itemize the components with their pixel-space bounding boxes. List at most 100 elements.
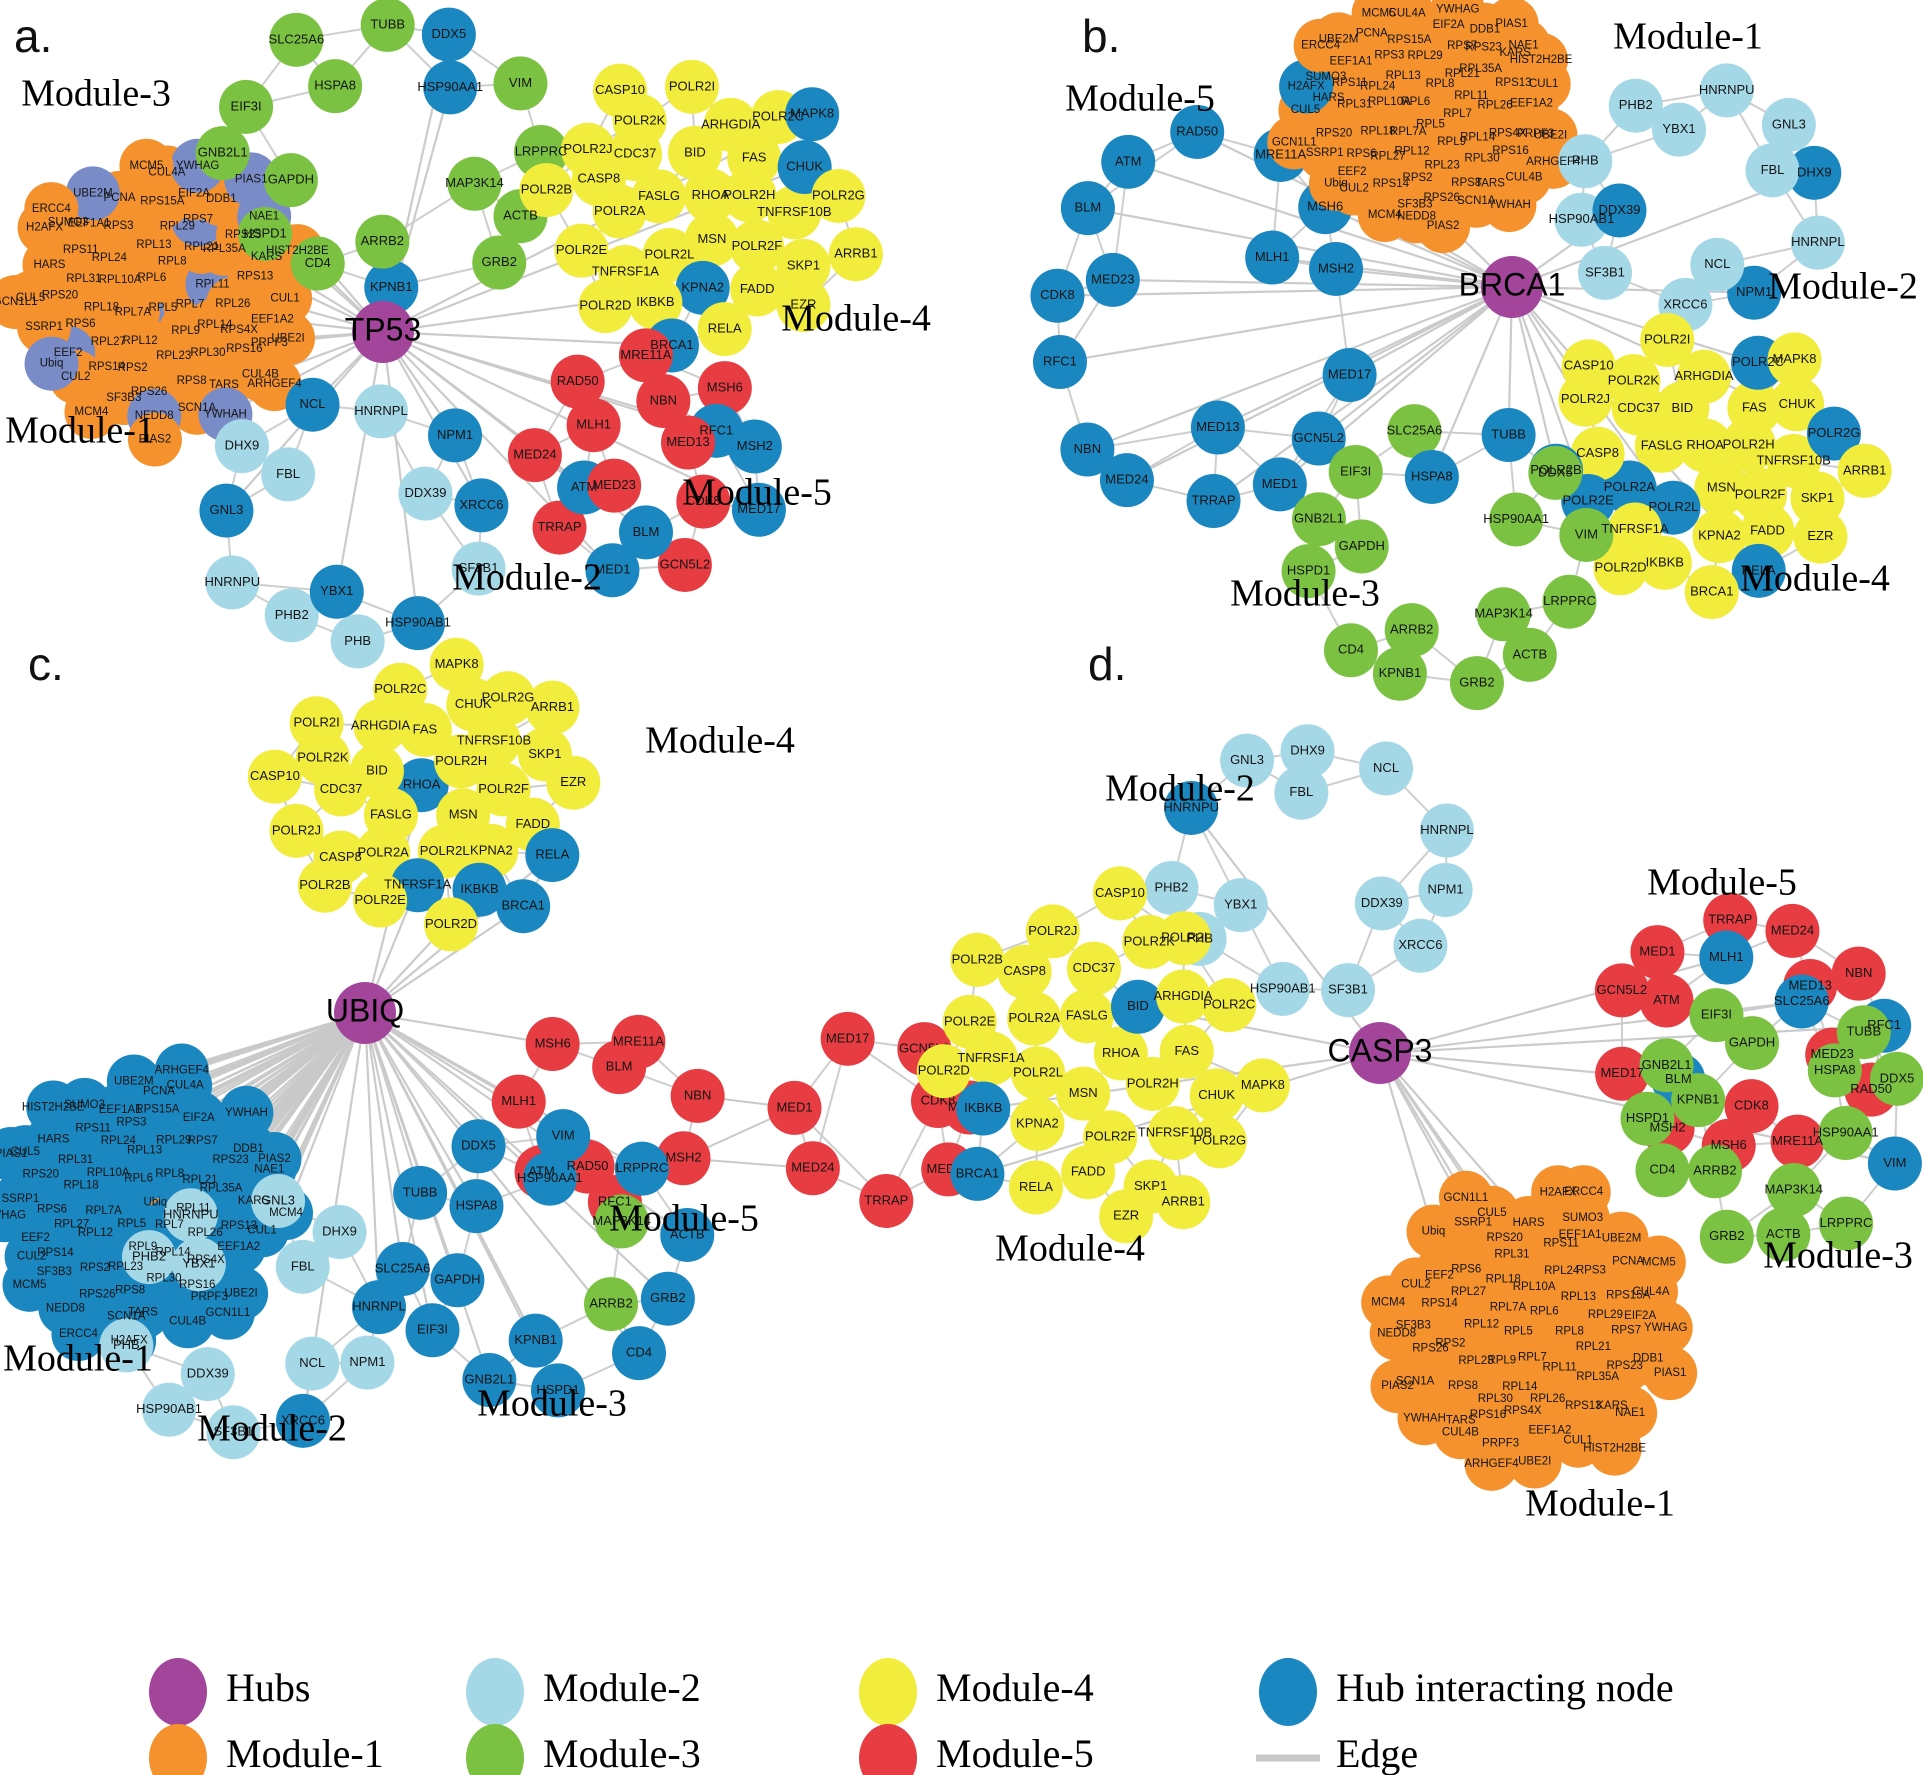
- node-DDX5[interactable]: [421, 7, 476, 62]
- node-HSPD1[interactable]: [530, 1363, 585, 1418]
- node-MCM4[interactable]: [1361, 1275, 1416, 1330]
- node-NBN[interactable]: [670, 1068, 725, 1123]
- node-CHUK[interactable]: [1189, 1068, 1244, 1123]
- node-RFC1[interactable]: [1032, 335, 1087, 390]
- node-MCM5[interactable]: [119, 138, 174, 193]
- node-HNRNPL[interactable]: [353, 384, 408, 439]
- node-POLR2E[interactable]: [942, 994, 997, 1049]
- node-PHB[interactable]: [330, 614, 385, 669]
- node-EZR[interactable]: [1793, 509, 1848, 564]
- node-MED17[interactable]: [731, 482, 786, 537]
- node-ARHGDIA[interactable]: [1156, 969, 1211, 1024]
- node-RELA[interactable]: [1008, 1160, 1063, 1215]
- node-PIAS2[interactable]: [127, 412, 182, 467]
- node-POLR2B[interactable]: [950, 932, 1005, 987]
- node-MAPK8[interactable]: [1767, 332, 1822, 387]
- node-NBN[interactable]: [1060, 422, 1115, 477]
- node-EZR[interactable]: [776, 277, 831, 332]
- node-LRPPRC[interactable]: [1819, 1196, 1874, 1251]
- node-MAP3K14[interactable]: [594, 1194, 649, 1249]
- node-NPM1[interactable]: [1418, 863, 1473, 918]
- node-FBL[interactable]: [275, 1239, 330, 1294]
- node-PHB2[interactable]: [1144, 860, 1199, 915]
- node-ARRB1[interactable]: [1156, 1175, 1211, 1230]
- node-MCM5[interactable]: [1351, 0, 1406, 41]
- node-POLR2I[interactable]: [1640, 312, 1695, 367]
- node-POLR2C[interactable]: [1202, 978, 1257, 1033]
- node-BRCA1[interactable]: [950, 1146, 1005, 1201]
- node-IKBKB[interactable]: [628, 275, 683, 330]
- node-Ubiq[interactable]: [24, 336, 79, 391]
- node-SLC25A6[interactable]: [269, 12, 324, 67]
- node-GCN1L1[interactable]: [1267, 115, 1322, 170]
- node-DDX5[interactable]: [451, 1119, 506, 1174]
- node-CASP10[interactable]: [1561, 339, 1616, 394]
- node-POLR2G[interactable]: [811, 168, 866, 223]
- node-UBE2I[interactable]: [261, 311, 316, 366]
- node-DDX39[interactable]: [1354, 876, 1409, 931]
- node-HSP90AB1[interactable]: [142, 1382, 197, 1437]
- node-TNFRSF10B[interactable]: [767, 185, 822, 240]
- node-HSP90AA1[interactable]: [522, 1151, 577, 1206]
- node-MAP3K14[interactable]: [1766, 1162, 1821, 1217]
- node-H2AFX[interactable]: [1279, 59, 1334, 114]
- node-FBL[interactable]: [1745, 143, 1800, 198]
- node-POLR2J[interactable]: [269, 803, 324, 858]
- node-LRPPRC[interactable]: [1542, 574, 1597, 629]
- node-POLR2D[interactable]: [916, 1044, 971, 1099]
- node-DDX5[interactable]: [1528, 445, 1583, 500]
- node-EZR[interactable]: [1099, 1189, 1154, 1244]
- node-HSP90AB1[interactable]: [391, 596, 446, 651]
- node-BLM[interactable]: [592, 1040, 647, 1095]
- node-PHB2[interactable]: [264, 588, 319, 643]
- node-NCL[interactable]: [1690, 237, 1745, 292]
- node-DDX39[interactable]: [180, 1347, 235, 1402]
- node-MED24[interactable]: [507, 428, 562, 483]
- node-NCL[interactable]: [285, 1336, 340, 1391]
- node-POLR2L[interactable]: [642, 228, 697, 283]
- node-POLR2A[interactable]: [1007, 991, 1062, 1046]
- node-Ubiq[interactable]: [1406, 1204, 1461, 1259]
- node-TUBB[interactable]: [1836, 1005, 1891, 1060]
- node-NCL[interactable]: [285, 377, 340, 432]
- node-HNRNPU[interactable]: [1164, 780, 1219, 835]
- node-POLR2D[interactable]: [424, 897, 479, 952]
- node-HSP90AB1[interactable]: [1255, 961, 1310, 1016]
- node-MED24[interactable]: [1765, 903, 1820, 958]
- node-MLH1[interactable]: [1245, 230, 1300, 285]
- node-FAS[interactable]: [1159, 1024, 1214, 1079]
- node-PHB2[interactable]: [121, 1230, 176, 1285]
- node-HSP90AA1[interactable]: [423, 60, 478, 115]
- node-DHX9[interactable]: [214, 419, 269, 474]
- node-SF3B1[interactable]: [451, 541, 506, 596]
- node-YWHAG[interactable]: [1430, 0, 1485, 37]
- node-CDK8[interactable]: [676, 474, 731, 529]
- node-PHB2[interactable]: [1608, 78, 1663, 133]
- node-SF3B1[interactable]: [1578, 245, 1633, 300]
- node-POLR2I[interactable]: [1157, 911, 1212, 966]
- node-POLR2B[interactable]: [297, 858, 352, 913]
- node-POLR2G[interactable]: [1806, 406, 1861, 461]
- node-POLR2H[interactable]: [1125, 1056, 1180, 1111]
- node-KPNA2[interactable]: [1692, 509, 1747, 564]
- node-BRCA1[interactable]: [496, 879, 551, 934]
- node-NBN[interactable]: [636, 373, 691, 428]
- node-CUL1[interactable]: [258, 271, 313, 326]
- node-TUBB[interactable]: [1481, 408, 1536, 463]
- node-GCN1L1[interactable]: [0, 275, 43, 330]
- node-GRB2[interactable]: [472, 235, 527, 290]
- node-PIAS2[interactable]: [1370, 1359, 1425, 1414]
- node-HIST2H2BE[interactable]: [1514, 32, 1569, 87]
- node-CD4[interactable]: [612, 1326, 667, 1381]
- node-KPNA2[interactable]: [675, 260, 730, 315]
- node-MAPK8[interactable]: [1235, 1058, 1290, 1113]
- node-IKBKB[interactable]: [956, 1081, 1011, 1136]
- node-DHX9[interactable]: [1280, 724, 1335, 779]
- node-EZR[interactable]: [546, 755, 601, 810]
- node-CD4[interactable]: [1635, 1143, 1690, 1198]
- node-CASP10[interactable]: [593, 63, 648, 118]
- node-HSPD1[interactable]: [1620, 1091, 1675, 1146]
- node-TUBB[interactable]: [393, 1165, 448, 1220]
- node-VIM[interactable]: [1559, 507, 1614, 562]
- node-MED17[interactable]: [1595, 1046, 1650, 1101]
